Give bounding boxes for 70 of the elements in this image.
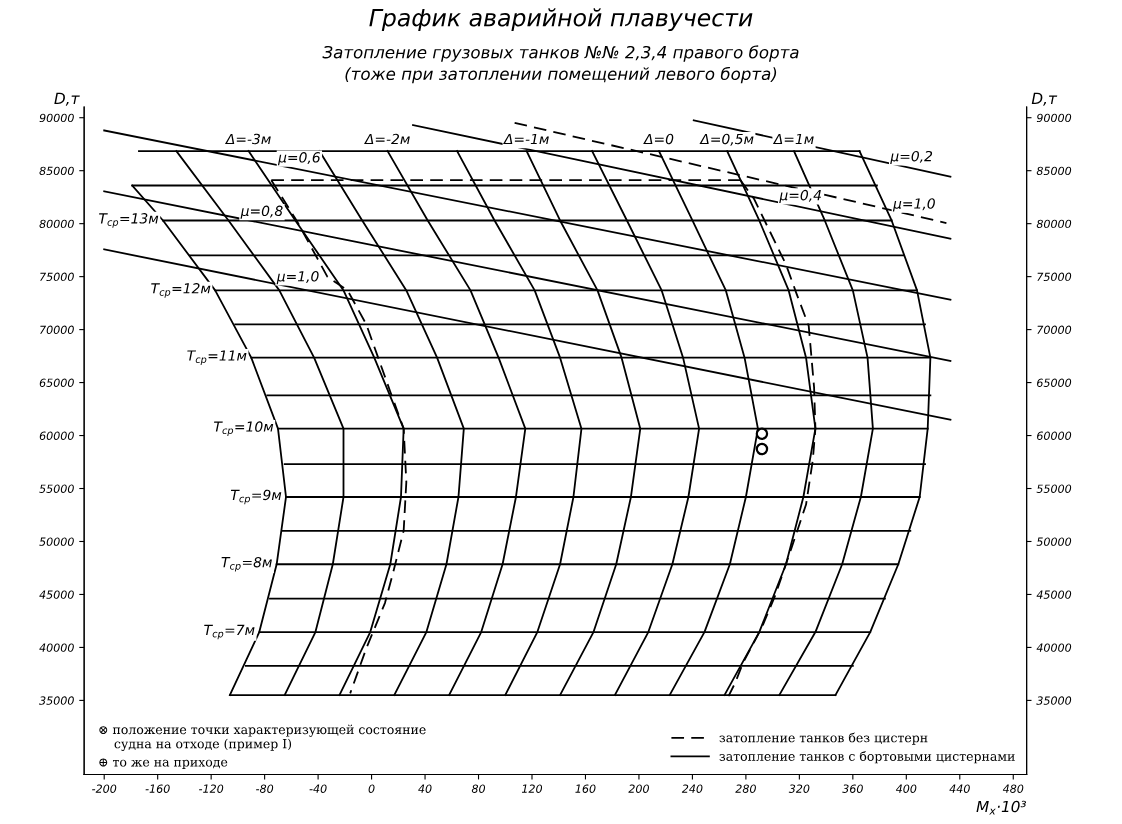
y-tick-label: 35000 xyxy=(39,696,74,705)
y-tick-label: 50000 xyxy=(39,537,74,546)
y2-tick-label: 65000 xyxy=(1037,378,1072,387)
y2-tick-label: 40000 xyxy=(1036,643,1072,652)
annotation: μ=0,4 xyxy=(779,189,821,204)
x-tick-label: -200 xyxy=(92,784,117,793)
annotation: T$_{ср}$=9м xyxy=(230,489,282,505)
annotation: Δ=0 xyxy=(643,133,674,145)
x-tick-label: 320 xyxy=(788,784,810,793)
annotation: T$_{ср}$=10м xyxy=(214,421,274,436)
legend-label: затопление танков без цистерн xyxy=(719,732,928,745)
chart-title: График аварийной плавучести xyxy=(369,8,753,32)
x-tick-label: -120 xyxy=(199,784,224,793)
x-tick-label: 200 xyxy=(628,784,649,793)
y2-tick-label: 75000 xyxy=(1037,272,1072,282)
legend-label: затопление танков с бортовыми цистернами xyxy=(719,751,1015,764)
annotation: μ=0,2 xyxy=(890,150,933,165)
x-tick-label: 40 xyxy=(418,784,432,793)
annotation: μ=0,6 xyxy=(277,152,321,166)
y-tick-label: 60000 xyxy=(39,431,74,440)
y-tick-label: 70000 xyxy=(40,325,74,334)
annotation: μ=1,0 xyxy=(892,198,935,212)
y-tick-label: 65000 xyxy=(39,378,74,387)
y2-tick-label: 35000 xyxy=(1036,696,1072,705)
annotation: Δ=-3м xyxy=(224,133,271,145)
y2-tick-label: 70000 xyxy=(1037,325,1072,334)
y2-tick-label: 90000 xyxy=(1036,113,1072,123)
y-tick-label: 55000 xyxy=(39,484,74,493)
annotation: T$_{ср}$=13м xyxy=(99,213,159,228)
annotation: ⊗ положение точки характеризующей состояние судна на отходе (пример I) xyxy=(99,724,426,751)
y-tick-label: 75000 xyxy=(40,272,74,282)
annotation: T$_{ср}$=7м xyxy=(204,624,255,640)
y2-tick-label: 80000 xyxy=(1036,219,1072,229)
y-tick-label: 45000 xyxy=(39,590,74,599)
y-tick-label: 85000 xyxy=(39,166,74,176)
annotation: Δ=1м xyxy=(772,133,814,145)
annotation: Δ=0,5м xyxy=(699,133,754,146)
y-axis-title: D,т xyxy=(54,92,80,106)
x-tick-label: 360 xyxy=(842,784,863,793)
x-tick-label: 160 xyxy=(575,784,596,793)
y2-tick-label: 60000 xyxy=(1037,431,1072,440)
x-tick-label: 480 xyxy=(1002,784,1024,793)
x-tick-label: 80 xyxy=(471,784,486,793)
annotation: μ=0,8 xyxy=(240,205,283,219)
x-tick-label: -80 xyxy=(256,784,274,793)
x-tick-label: -40 xyxy=(309,784,327,793)
x-tick-label: 400 xyxy=(895,784,917,793)
x-tick-label: 120 xyxy=(521,784,543,793)
annotation: T$_{ср}$=12м xyxy=(151,283,211,298)
y-tick-label: 80000 xyxy=(39,219,74,229)
x-axis-title: M$_{x}$·10³ xyxy=(976,800,1027,815)
x-tick-label: 440 xyxy=(949,784,970,793)
x-tick-label: -160 xyxy=(145,784,170,793)
annotation: T$_{ср}$=8м xyxy=(221,556,272,572)
annotation: T$_{ср}$=11м xyxy=(187,350,247,365)
y2-tick-label: 50000 xyxy=(1036,537,1072,546)
y2-axis-title: D,т xyxy=(1031,92,1058,106)
y2-tick-label: 45000 xyxy=(1036,590,1072,599)
y-tick-label: 90000 xyxy=(39,113,74,123)
annotation: ⊕ то же на приходе xyxy=(99,758,228,769)
x-tick-label: 240 xyxy=(681,784,703,793)
annotation: Δ=-2м xyxy=(364,133,410,145)
y2-tick-label: 85000 xyxy=(1036,166,1072,176)
x-tick-label: 280 xyxy=(735,784,756,793)
annotation: Δ=-1м xyxy=(503,133,549,145)
y2-tick-label: 55000 xyxy=(1036,484,1072,493)
y-tick-label: 40000 xyxy=(39,643,74,652)
annotation: μ=1,0 xyxy=(276,271,319,285)
chart-subtitle: Затопление грузовых танков №№ 2,3,4 правого борта (тоже при затоплении помещений левого борта) xyxy=(322,45,799,84)
x-tick-label: 0 xyxy=(368,784,375,793)
